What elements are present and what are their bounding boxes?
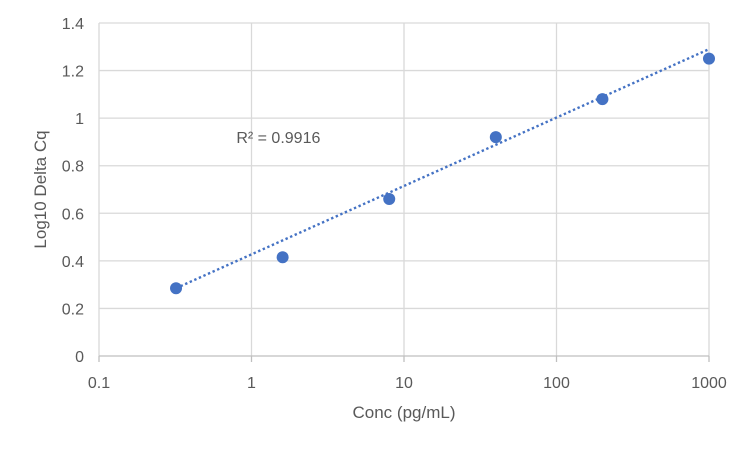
data-point <box>596 93 609 106</box>
y-tick-label: 0.8 <box>62 159 84 176</box>
y-tick-label: 1 <box>75 111 84 128</box>
y-tick-label: 1.4 <box>62 16 84 33</box>
data-point <box>489 131 502 144</box>
axes <box>98 23 710 362</box>
r-squared-label: R² = 0.9916 <box>236 130 320 147</box>
x-tick-label: 100 <box>543 375 570 392</box>
data-point <box>276 251 289 264</box>
data-point <box>170 282 183 295</box>
trendline-group <box>175 48 710 290</box>
grid <box>99 22 710 356</box>
trendline <box>175 48 710 290</box>
x-tick-label: 0.1 <box>88 375 110 392</box>
y-axis-title: Log10 Delta Cq <box>31 130 50 248</box>
data-points <box>170 52 715 295</box>
x-tick-label: 1000 <box>691 375 727 392</box>
y-tick-label: 1.2 <box>62 64 84 81</box>
data-point <box>703 52 715 65</box>
y-tick-label: 0.2 <box>62 301 84 318</box>
x-axis-title: Conc (pg/mL) <box>353 403 456 422</box>
data-point <box>383 193 396 206</box>
x-tick-label: 1 <box>247 375 256 392</box>
y-tick-label: 0 <box>75 349 84 366</box>
y-tick-label: 0.6 <box>62 206 84 223</box>
tick-labels: 0 0.2 0.4 0.6 0.8 1 1.2 1.4 0.1 1 10 100 1000 <box>62 16 727 392</box>
y-tick-label: 0.4 <box>62 254 84 271</box>
x-tick-label: 10 <box>395 375 413 392</box>
annotations: R² = 0.9916 <box>236 130 320 147</box>
